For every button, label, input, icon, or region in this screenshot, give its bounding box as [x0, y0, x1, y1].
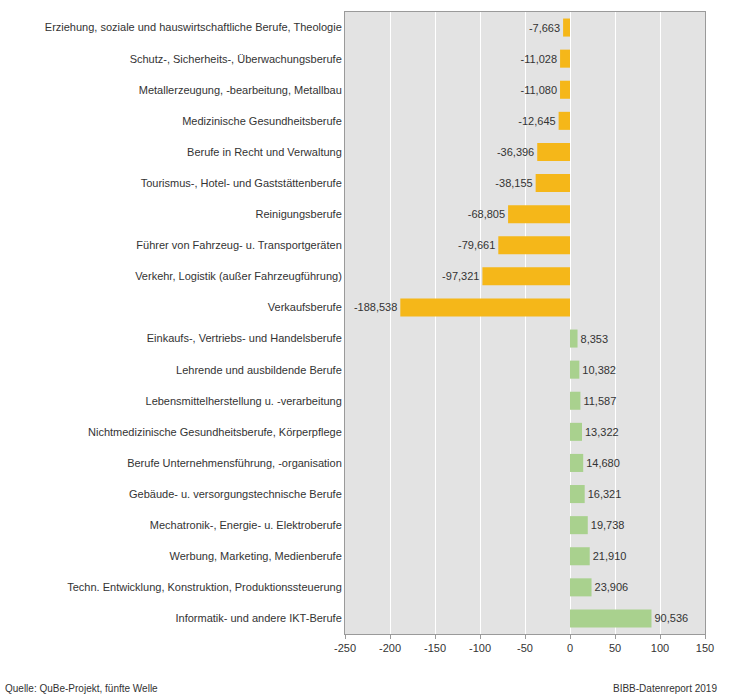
svg-text:90,536: 90,536: [654, 612, 688, 624]
svg-text:-7,663: -7,663: [529, 22, 560, 34]
svg-text:-50: -50: [517, 642, 533, 654]
svg-text:Informatik- und andere IKT-Ber: Informatik- und andere IKT-Berufe: [175, 612, 341, 624]
svg-text:Lehrende und ausbildende Beruf: Lehrende und ausbildende Berufe: [176, 364, 342, 376]
svg-text:150: 150: [696, 642, 714, 654]
svg-text:-11,080: -11,080: [521, 84, 558, 96]
svg-text:Mechatronik-, Energie- u. Elek: Mechatronik-, Energie- u. Elektroberufe: [150, 519, 342, 531]
svg-text:-12,645: -12,645: [518, 115, 555, 127]
svg-text:Berufe in Recht und Verwaltung: Berufe in Recht und Verwaltung: [187, 146, 342, 158]
svg-text:-100: -100: [469, 642, 491, 654]
svg-text:Schutz-, Sicherheits-, Überwac: Schutz-, Sicherheits-, Überwachungsberuf…: [130, 53, 342, 65]
svg-text:-188,538: -188,538: [354, 301, 397, 313]
svg-text:13,322: 13,322: [585, 426, 619, 438]
svg-text:23,906: 23,906: [595, 581, 629, 593]
svg-text:Berufe Unternehmensführung, -o: Berufe Unternehmensführung, -organisatio…: [127, 457, 342, 469]
svg-text:0: 0: [567, 642, 573, 654]
svg-text:Quelle: QuBe-Projekt, fünfte W: Quelle: QuBe-Projekt, fünfte Welle: [5, 683, 158, 694]
svg-text:19,738: 19,738: [591, 519, 625, 531]
svg-text:-150: -150: [424, 642, 446, 654]
svg-text:50: 50: [609, 642, 621, 654]
svg-text:-38,155: -38,155: [495, 177, 532, 189]
svg-text:8,353: 8,353: [581, 333, 609, 345]
svg-text:Führer von Fahrzeug- u. Transp: Führer von Fahrzeug- u. Transportgeräten: [136, 239, 341, 251]
svg-text:Lebensmittelherstellung u. -ve: Lebensmittelherstellung u. -verarbeitung: [146, 395, 342, 407]
svg-text:Nichtmedizinische Gesundheitsb: Nichtmedizinische Gesundheitsberufe, Kör…: [88, 426, 342, 438]
svg-text:Metallerzeugung, -bearbeitung,: Metallerzeugung, -bearbeitung, Metallbau: [139, 84, 342, 96]
svg-text:21,910: 21,910: [593, 550, 627, 562]
svg-text:Werbung, Marketing, Medienberu: Werbung, Marketing, Medienberufe: [170, 550, 342, 562]
svg-text:Techn. Entwicklung, Konstrukti: Techn. Entwicklung, Konstruktion, Produk…: [67, 581, 342, 593]
svg-text:Verkaufsberufe: Verkaufsberufe: [268, 301, 342, 313]
svg-text:16,321: 16,321: [588, 488, 622, 500]
svg-text:BIBB-Datenreport 2019: BIBB-Datenreport 2019: [613, 683, 717, 694]
svg-text:-200: -200: [379, 642, 401, 654]
svg-text:-11,028: -11,028: [521, 53, 558, 65]
svg-text:Verkehr, Logistik (außer Fahrz: Verkehr, Logistik (außer Fahrzeugführung…: [135, 270, 342, 282]
svg-text:-97,321: -97,321: [442, 270, 479, 282]
svg-text:-36,396: -36,396: [497, 146, 534, 158]
svg-text:14,680: 14,680: [586, 457, 620, 469]
svg-text:10,382: 10,382: [582, 364, 616, 376]
svg-text:Medizinische Gesundheitsberufe: Medizinische Gesundheitsberufe: [182, 115, 342, 127]
svg-text:-68,805: -68,805: [468, 208, 505, 220]
svg-text:-79,661: -79,661: [458, 239, 495, 251]
svg-text:11,587: 11,587: [583, 395, 616, 407]
svg-text:Gebäude- u. versorgungstechnis: Gebäude- u. versorgungstechnische Berufe: [129, 488, 342, 500]
svg-text:Einkaufs-, Vertriebs- und Hand: Einkaufs-, Vertriebs- und Handelsberufe: [147, 332, 342, 344]
svg-text:Reinigungsberufe: Reinigungsberufe: [256, 208, 342, 220]
svg-text:Erziehung, soziale und hauswir: Erziehung, soziale und hauswirtschaftlic…: [45, 21, 342, 33]
svg-text:100: 100: [651, 642, 669, 654]
svg-text:-250: -250: [334, 642, 356, 654]
svg-text:Tourismus-, Hotel- und Gaststä: Tourismus-, Hotel- und Gaststättenberufe: [141, 177, 342, 189]
